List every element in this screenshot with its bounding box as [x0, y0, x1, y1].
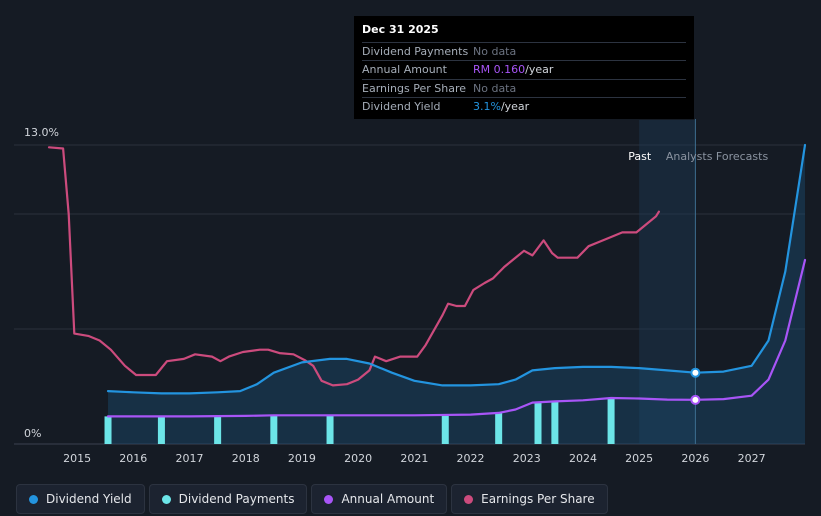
- x-tick-label: 2015: [63, 452, 91, 465]
- x-tick-label: 2017: [176, 452, 204, 465]
- x-tick-label: 2026: [681, 452, 709, 465]
- y-axis-top-label: 13.0%: [24, 126, 59, 139]
- chart-grid: [14, 144, 805, 445]
- x-tick-label: 2020: [344, 452, 372, 465]
- dividend-payments-bars: [104, 398, 615, 444]
- legend-dot-icon: [29, 494, 38, 504]
- forecast-region: [639, 120, 696, 444]
- tooltip-unit: /year: [500, 99, 530, 113]
- earnings-per-share-line: [47, 146, 660, 387]
- dividend-payment-bar: [104, 416, 112, 444]
- dividend-payment-bar: [441, 415, 449, 444]
- tooltip-row-dividend-yield: Dividend Yield 3.1%/year: [362, 96, 686, 115]
- legend-label: Dividend Payments: [178, 492, 295, 506]
- tooltip-label: Annual Amount: [362, 63, 447, 77]
- x-tick-label: 2018: [232, 452, 260, 465]
- legend-annual-amount[interactable]: Annual Amount: [311, 484, 448, 514]
- x-tick-label: 2024: [569, 452, 597, 465]
- legend-label: Annual Amount: [341, 492, 435, 506]
- dividend-yield-marker: [690, 367, 701, 378]
- x-tick-label: 2027: [738, 452, 766, 465]
- legend-earnings-per-share[interactable]: Earnings Per Share: [451, 484, 608, 514]
- tooltip-row-annual-amount: Annual Amount RM 0.160/year: [362, 60, 686, 78]
- legend-dot-icon: [161, 494, 171, 504]
- tooltip-label: Dividend Payments: [362, 45, 469, 58]
- annual-amount-line: [106, 258, 807, 418]
- tooltip-value: RM 0.160: [473, 63, 526, 77]
- dividend-payment-bar: [157, 416, 165, 444]
- tooltip-unit: /year: [525, 63, 554, 77]
- tooltip-value: No data: [473, 81, 517, 95]
- legend-dividend-yield[interactable]: Dividend Yield: [16, 484, 145, 514]
- tooltip-date: Dec 31 2025: [362, 23, 439, 36]
- x-tick-label: 2019: [288, 452, 316, 465]
- dividend-payment-bar: [270, 415, 278, 444]
- annual-amount-marker: [690, 394, 701, 405]
- past-label: Past: [628, 150, 652, 163]
- dividend-payment-bar: [551, 401, 559, 444]
- y-axis-bottom-label: 0%: [24, 427, 41, 440]
- dividend-chart: 2015 2016 2017 2018 2019 2020 2021 2022 2023 2024…: [14, 119, 807, 465]
- cursor-markers: [690, 367, 701, 405]
- chart-legend: Dividend Yield Dividend Payments Annual …: [16, 484, 608, 514]
- chart-tooltip: Dec 31 2025 Dividend Payments No data An…: [354, 16, 694, 119]
- x-tick-label: 2023: [513, 452, 541, 465]
- legend-dot-icon: [324, 494, 334, 504]
- tooltip-row-earnings-per-share: Earnings Per Share No data: [362, 78, 686, 97]
- legend-label: Dividend Yield: [46, 492, 132, 506]
- dividend-payment-bar: [607, 398, 615, 444]
- dividend-yield-area: [108, 145, 806, 444]
- x-axis-ticks: 2015 2016 2017 2018 2019 2020 2021 2022 2023 2024…: [63, 452, 765, 465]
- x-tick-label: 2021: [400, 452, 428, 465]
- x-tick-label: 2025: [625, 452, 653, 465]
- tooltip-value: No data: [473, 45, 517, 58]
- legend-dividend-payments[interactable]: Dividend Payments: [148, 484, 308, 514]
- dividend-payment-bar: [326, 415, 334, 444]
- dividend-payment-bar: [214, 416, 222, 444]
- tooltip-row-dividend-payments: Dividend Payments No data: [362, 42, 686, 60]
- x-tick-label: 2022: [457, 452, 485, 465]
- dividend-payment-bar: [534, 402, 542, 444]
- legend-dot-icon: [464, 494, 474, 504]
- tooltip-value: 3.1%: [473, 99, 501, 113]
- yield-area: [108, 145, 806, 444]
- forecast-label: Analysts Forecasts: [666, 150, 769, 163]
- legend-label: Earnings Per Share: [481, 492, 595, 506]
- tooltip-label: Dividend Yield: [362, 99, 441, 113]
- tooltip-label: Earnings Per Share: [362, 81, 467, 95]
- x-tick-label: 2016: [119, 452, 147, 465]
- dividend-payment-bar: [495, 412, 503, 444]
